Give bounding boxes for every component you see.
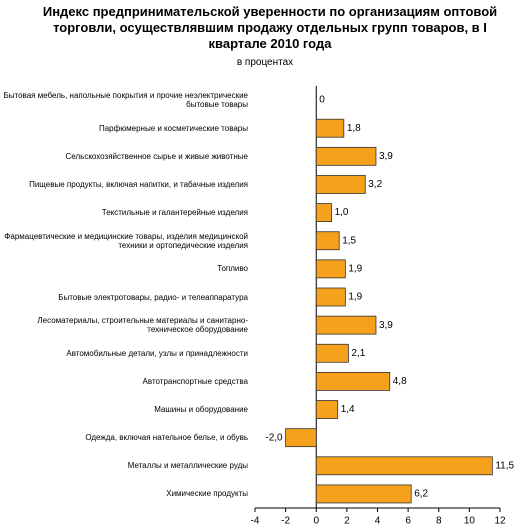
bar (315, 203, 332, 223)
category-label: Автотранспортные средства (142, 376, 248, 386)
x-tick-label: 8 (436, 516, 442, 527)
bar (285, 428, 317, 448)
value-label: 1,9 (348, 292, 362, 303)
category-label: Химические продукты (166, 489, 248, 499)
value-label: 1,8 (347, 123, 361, 134)
value-label: 1,5 (342, 235, 356, 246)
x-tick-label: 4 (375, 516, 381, 527)
value-label: 3,2 (368, 179, 382, 190)
category-label: Автомобильные детали, узлы и принадлежно… (66, 348, 248, 358)
category-label: Лесоматериалы, строительные материалы и … (37, 316, 248, 335)
value-label: 1,0 (335, 207, 349, 218)
category-label: Одежда, включая нательное белье, и обувь (85, 433, 248, 443)
x-tick-label: 12 (494, 516, 506, 527)
x-tick-label: 6 (405, 516, 411, 527)
bar (315, 343, 349, 363)
category-label: Парфюмерные и косметические товары (98, 123, 248, 133)
bar (315, 146, 377, 166)
category-label: Фармацевтические и медицинские товары, и… (4, 231, 248, 250)
category-label: Текстильные и галантерейные изделия (101, 208, 248, 218)
bar (315, 259, 346, 279)
bar (315, 315, 377, 335)
value-label: 1,4 (341, 404, 355, 415)
bar (315, 400, 339, 419)
x-tick-label: 10 (464, 516, 476, 527)
category-label: Пищевые продукты, включая напитки, и таб… (29, 179, 248, 189)
value-label: 0 (319, 95, 325, 106)
chart-title: Индекс предпринимательской уверенности п… (42, 4, 498, 51)
value-label: 1,9 (348, 264, 362, 275)
value-label: 11,5 (495, 460, 514, 471)
category-label: Сельскохозяйственное сырье и живые живот… (65, 151, 248, 161)
value-label: 4,8 (393, 376, 407, 387)
value-label: 3,9 (379, 151, 393, 162)
bar (315, 484, 412, 504)
bar (315, 371, 391, 391)
bar (315, 231, 340, 251)
category-label: Металлы и металлические руды (127, 461, 248, 471)
category-label: Бытовая мебель, напольные покрытия и про… (3, 91, 248, 110)
value-label: 6,2 (414, 489, 428, 500)
value-label: -2,0 (265, 432, 283, 443)
value-label: 3,9 (379, 320, 393, 331)
chart-subtitle: в процентах (236, 57, 294, 68)
category-label: Топливо (217, 264, 248, 274)
x-tick-label: 2 (344, 516, 350, 527)
x-tick-label: -2 (281, 516, 290, 527)
bar (315, 118, 345, 138)
bar (315, 287, 346, 307)
bar (315, 456, 493, 476)
category-label: Бытовые электротовары, радио- и телеаппа… (58, 292, 248, 302)
x-tick-label: -4 (251, 516, 260, 527)
value-label: 2,1 (351, 348, 365, 359)
category-label: Машины и оборудование (154, 405, 248, 415)
bar (315, 175, 366, 194)
x-tick-label: 0 (313, 516, 319, 527)
